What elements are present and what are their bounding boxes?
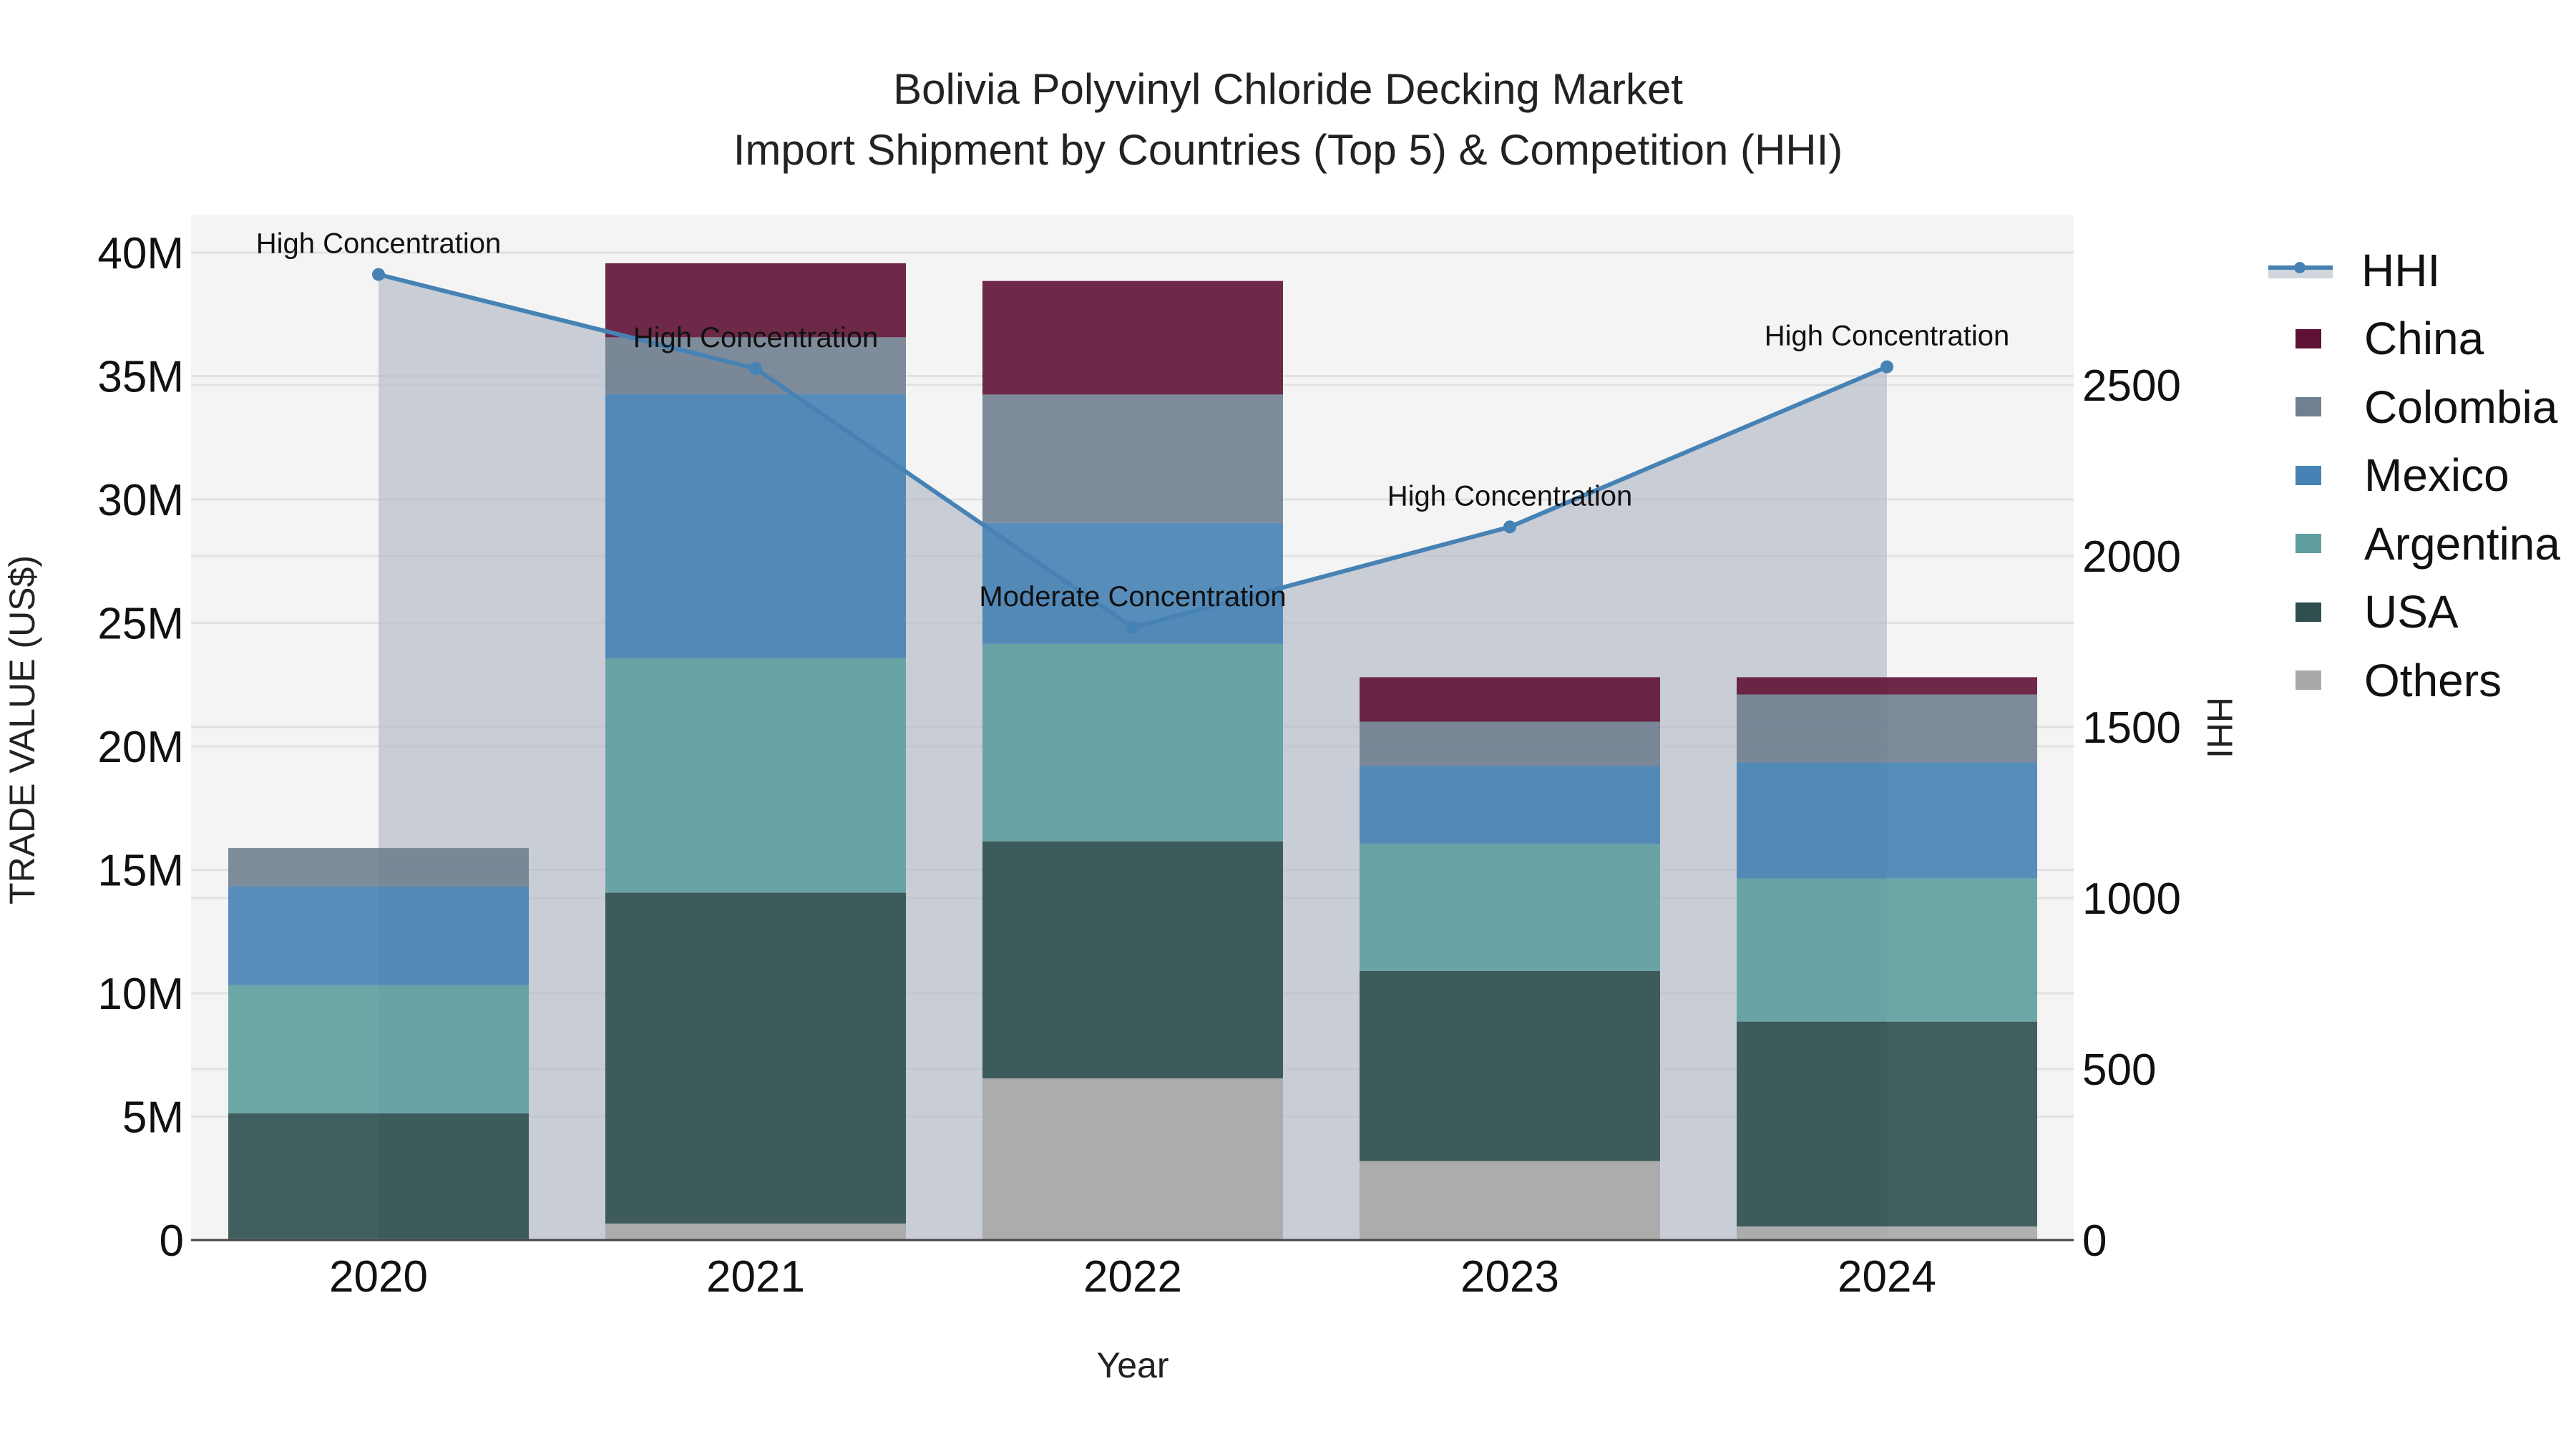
hhi-line-icon	[2268, 260, 2333, 281]
hhi-marker[interactable]	[1503, 520, 1516, 534]
chart-title-line1: Bolivia Polyvinyl Chloride Decking Marke…	[893, 65, 1683, 113]
bar-segment-colombia[interactable]	[1360, 721, 1660, 766]
y-tick-label: 25M	[97, 600, 184, 649]
legend-item-others[interactable]: Others	[2268, 646, 2560, 715]
x-tick-label: 2020	[329, 1252, 428, 1302]
bar-segment-mexico[interactable]	[1737, 762, 2037, 879]
bar-segment-usa[interactable]	[1360, 970, 1660, 1161]
y-tick-label: 40M	[97, 229, 184, 278]
legend-item-hhi[interactable]: HHI	[2268, 236, 2560, 305]
x-axis-title: Year	[1096, 1345, 1169, 1385]
legend-label: Argentina	[2364, 517, 2560, 570]
bar-segment-argentina[interactable]	[228, 985, 529, 1114]
legend-label: Mexico	[2364, 449, 2509, 502]
y-tick-label: 30M	[97, 476, 184, 525]
legend-item-argentina[interactable]: Argentina	[2268, 509, 2560, 578]
hhi-annotation: High Concentration	[633, 322, 878, 353]
hhi-annotation: High Concentration	[256, 228, 501, 260]
legend-label: Others	[2364, 654, 2502, 706]
y2-tick-label: 0	[2082, 1216, 2107, 1266]
bar-segment-colombia[interactable]	[982, 394, 1283, 523]
hhi-marker[interactable]	[1126, 620, 1139, 634]
legend-item-china[interactable]: China	[2268, 305, 2560, 374]
x-tick-label: 2021	[706, 1252, 805, 1302]
hhi-annotation: High Concentration	[1765, 321, 2009, 352]
legend-label: HHI	[2361, 244, 2441, 296]
y-axis-title: TRADE VALUE (US$)	[2, 555, 42, 904]
hhi-annotation: High Concentration	[1387, 480, 1632, 512]
y-tick-label: 5M	[122, 1093, 184, 1143]
bar-segment-china[interactable]	[605, 263, 906, 338]
bar-segment-others[interactable]	[605, 1223, 906, 1240]
y2-tick-label: 1000	[2082, 874, 2181, 924]
legend-item-mexico[interactable]: Mexico	[2268, 441, 2560, 510]
bar-segment-others[interactable]	[1360, 1161, 1660, 1240]
bar-segment-china[interactable]	[1737, 677, 2037, 695]
usa-swatch-icon	[2296, 602, 2321, 622]
bar-segment-argentina[interactable]	[982, 643, 1283, 841]
legend-item-usa[interactable]: USA	[2268, 578, 2560, 647]
hhi-marker[interactable]	[372, 268, 385, 281]
x-tick-label: 2024	[1838, 1252, 1936, 1302]
legend-item-colombia[interactable]: Colombia	[2268, 373, 2560, 441]
bar-segment-mexico[interactable]	[605, 394, 906, 658]
bar-segment-usa[interactable]	[1737, 1021, 2037, 1227]
bar-segment-usa[interactable]	[605, 892, 906, 1224]
bar-segment-argentina[interactable]	[1737, 878, 2037, 1022]
x-tick-label: 2022	[1083, 1252, 1182, 1302]
bar-segment-mexico[interactable]	[228, 886, 529, 985]
legend: HHI China Colombia Mexico Argentina USA …	[2268, 236, 2560, 715]
y2-axis-title: HHI	[2200, 697, 2240, 758]
hhi-marker[interactable]	[749, 362, 762, 376]
bar-segment-china[interactable]	[1360, 677, 1660, 722]
argentina-swatch-icon	[2296, 534, 2321, 554]
chart-title-line2: Import Shipment by Countries (Top 5) & C…	[733, 126, 1843, 174]
legend-label: Colombia	[2364, 381, 2558, 433]
bar-segment-usa[interactable]	[228, 1113, 529, 1239]
y-tick-label: 20M	[97, 723, 184, 772]
bar-segment-china[interactable]	[982, 280, 1283, 395]
bar-segment-colombia[interactable]	[1737, 694, 2037, 763]
others-swatch-icon	[2296, 670, 2321, 691]
hhi-annotation: Moderate Concentration	[979, 581, 1286, 613]
bar-segment-argentina[interactable]	[1360, 844, 1660, 971]
bar-segment-colombia[interactable]	[228, 848, 529, 887]
bar-segment-usa[interactable]	[982, 841, 1283, 1079]
legend-label: China	[2364, 313, 2484, 365]
bar-segment-argentina[interactable]	[605, 658, 906, 893]
hhi-marker[interactable]	[1880, 360, 1893, 374]
china-swatch-icon	[2296, 328, 2321, 348]
mexico-swatch-icon	[2296, 465, 2321, 485]
y2-tick-label: 500	[2082, 1045, 2156, 1095]
y-tick-label: 10M	[97, 970, 184, 1019]
bar-segment-others[interactable]	[1737, 1226, 2037, 1240]
colombia-swatch-icon	[2296, 397, 2321, 417]
legend-label: USA	[2364, 586, 2459, 638]
y-tick-label: 35M	[97, 353, 184, 402]
y-tick-label: 15M	[97, 847, 184, 896]
y2-tick-label: 2500	[2082, 361, 2181, 411]
y2-tick-label: 2000	[2082, 532, 2181, 582]
y-tick-label: 0	[160, 1216, 184, 1266]
bar-segment-mexico[interactable]	[1360, 766, 1660, 844]
y2-tick-label: 1500	[2082, 703, 2181, 753]
x-tick-label: 2023	[1460, 1252, 1559, 1302]
bar-segment-others[interactable]	[982, 1078, 1283, 1240]
